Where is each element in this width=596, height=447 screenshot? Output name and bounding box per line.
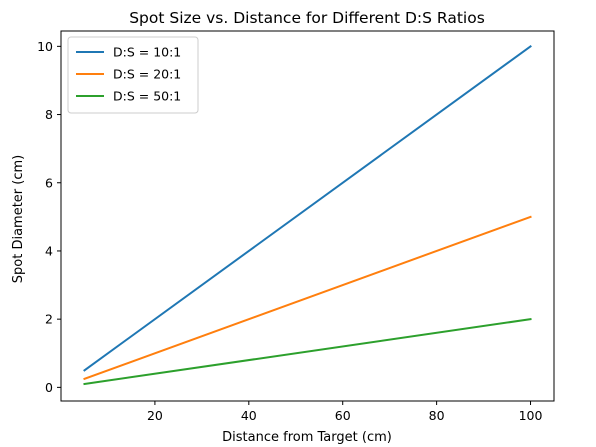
y-tick-label: 4 — [45, 243, 53, 258]
series-line-2 — [83, 215, 532, 381]
y-tick-label: 8 — [45, 107, 53, 122]
x-tick-label: 20 — [147, 408, 163, 423]
x-axis-label: Distance from Target (cm) — [222, 430, 392, 445]
legend-box — [67, 36, 199, 114]
series-line-3 — [83, 318, 532, 386]
y-tick-label: 10 — [37, 39, 53, 54]
series-line-1 — [83, 44, 532, 372]
y-axis-label: Spot Diameter (cm) — [11, 155, 26, 283]
y-tick-label: 0 — [45, 380, 53, 395]
x-tick-label: 100 — [519, 408, 543, 423]
chart-title: Spot Size vs. Distance for Different D:S… — [129, 9, 485, 27]
plot-frame — [60, 30, 555, 402]
y-tick-label: 6 — [45, 175, 53, 190]
legend-label-1: D:S = 10:1 — [113, 45, 181, 60]
legend-label-2: D:S = 20:1 — [113, 67, 181, 82]
x-tick-label: 60 — [335, 408, 351, 423]
plot-area: 20 40 60 80 100 0 2 4 6 8 10 D:S = 10:1 D:S = 20:1 D:… — [37, 30, 555, 423]
x-tick-label: 40 — [241, 408, 257, 423]
legend-label-3: D:S = 50:1 — [113, 89, 181, 104]
x-tick-label: 80 — [429, 408, 445, 423]
y-tick-label: 2 — [45, 312, 53, 327]
